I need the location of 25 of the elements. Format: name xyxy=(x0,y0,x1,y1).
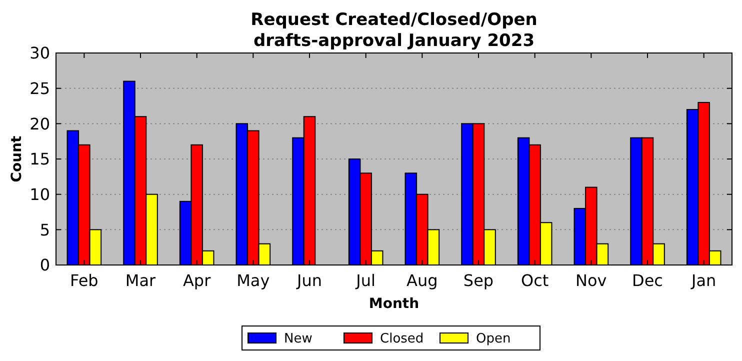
y-tick-label: 5 xyxy=(40,220,50,240)
x-axis-title: Month xyxy=(368,296,420,312)
x-tick-label: Nov xyxy=(576,271,607,290)
x-tick-label: Jan xyxy=(690,271,716,290)
y-tick-label: 10 xyxy=(30,184,50,204)
x-tick-label: Sep xyxy=(463,271,494,290)
chart-title: Request Created/Closed/Open drafts-approval January 2023 xyxy=(250,10,538,51)
y-axis-title: Count xyxy=(9,135,25,182)
legend-label: New xyxy=(284,332,313,347)
y-tick-label: 20 xyxy=(30,114,50,134)
x-tick-label: Apr xyxy=(182,271,212,290)
x-tick-label: Oct xyxy=(520,271,549,290)
x-tick-label: Dec xyxy=(632,271,663,290)
x-tick-label: Jul xyxy=(355,271,376,290)
x-tick-label: Aug xyxy=(406,271,438,290)
legend-label: Closed xyxy=(380,332,424,347)
legend-label: Open xyxy=(476,332,511,347)
x-tick-label: May xyxy=(236,271,270,290)
x-tick-label: Feb xyxy=(70,271,98,290)
x-tick-label: Jun xyxy=(296,271,322,290)
x-tick-label: Mar xyxy=(125,271,156,290)
y-tick-label: 30 xyxy=(30,44,50,63)
y-tick-label: 0 xyxy=(40,256,50,275)
y-tick-label: 15 xyxy=(30,150,50,169)
y-tick-label: 25 xyxy=(30,78,50,98)
